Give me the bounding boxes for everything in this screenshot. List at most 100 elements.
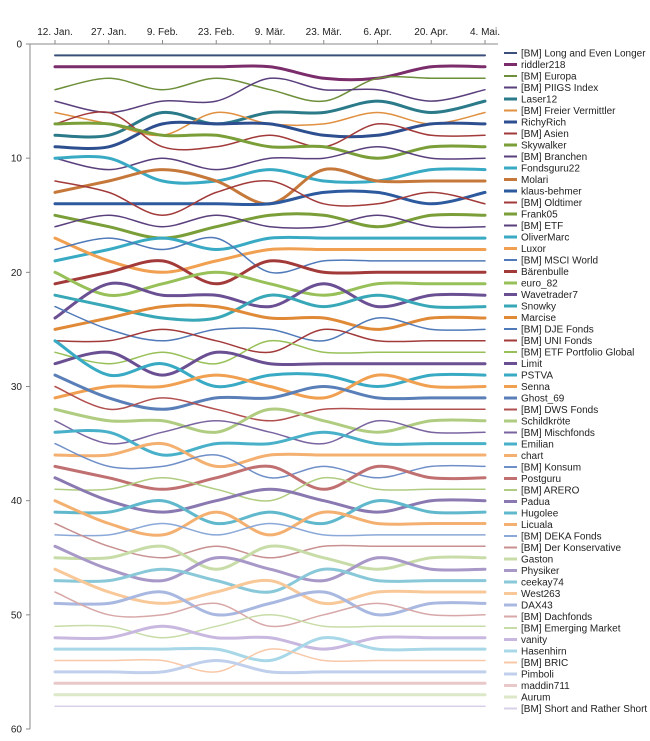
series-line-29	[53, 339, 487, 389]
legend-label: [BM] BRIC	[521, 658, 568, 669]
series-line-46	[53, 544, 487, 583]
series-line-11	[53, 155, 487, 185]
series-line-19	[54, 236, 486, 274]
legend-label: [BM] ARERO	[521, 486, 580, 497]
legend-label: Postguru	[521, 474, 561, 485]
legend-label: Wavetrader7	[521, 290, 578, 301]
series-line-44	[54, 522, 486, 559]
x-tick-label: 9. Feb.	[147, 27, 178, 38]
series-line-14	[54, 179, 486, 217]
y-tick-label: 20	[11, 268, 23, 279]
legend-label: Marcise	[521, 313, 556, 324]
legend-label: [BM] MSCI World	[521, 256, 598, 267]
legend-label: Hugolee	[521, 509, 559, 520]
series-line-48	[53, 567, 487, 606]
legend-label: RichyRich	[521, 118, 566, 129]
legend-label: Hasenhirn	[521, 647, 567, 658]
series-line-15	[53, 212, 487, 240]
series-line-54	[54, 648, 486, 673]
series-line-17	[53, 235, 487, 263]
series-line-5	[53, 99, 487, 139]
y-tick-label: 10	[11, 154, 23, 165]
legend-label: DAX43	[521, 601, 553, 612]
legend-label: OliverMarc	[521, 233, 569, 244]
series-line-7	[53, 120, 487, 150]
legend-label: chart	[521, 451, 543, 462]
legend-label: klaus-behmer	[521, 187, 582, 198]
series-line-21	[53, 270, 487, 297]
series-line-2	[53, 64, 487, 82]
legend-label: [BM] Mischfonds	[521, 428, 595, 439]
series-line-3	[54, 75, 486, 103]
legend-label: Padua	[521, 497, 550, 508]
series-line-4	[54, 77, 486, 114]
series-line-9	[53, 121, 487, 160]
series-line-16	[54, 214, 486, 229]
legend-label: [BM] Asien	[521, 129, 569, 140]
series-line-38	[53, 464, 487, 491]
series-line-52	[53, 624, 487, 651]
legend-label: vanity	[521, 635, 547, 646]
y-tick-label: 50	[11, 610, 23, 621]
series-line-22	[53, 281, 487, 320]
legend-label: Fondsguru22	[521, 164, 580, 175]
legend-label: Schildkröte	[521, 417, 571, 428]
legend-label: [BM] UNI Fonds	[521, 336, 592, 347]
legend-label: Senna	[521, 382, 550, 393]
legend-label: Pimboli	[521, 670, 554, 681]
series-line-18	[53, 236, 487, 274]
legend-label: [BM] PIIGS Index	[521, 83, 598, 94]
x-tick-label: 4. Mai.	[470, 27, 500, 38]
series-line-23	[53, 293, 487, 322]
legend-label: [BM] DJE Fonds	[521, 325, 594, 336]
series-line-8	[54, 111, 486, 151]
plot-lines	[53, 54, 487, 707]
series-line-35	[53, 429, 487, 457]
legend-label: ceekay74	[521, 578, 564, 589]
x-tick-label: 9. Mär.	[255, 27, 286, 38]
legend-label: Limit	[521, 359, 542, 370]
y-tick-label: 30	[11, 382, 23, 393]
legend-label: [BM] DWS Fonds	[521, 405, 598, 416]
legend-label: [BM] ETF	[521, 221, 563, 232]
x-tick-label: 27. Jan.	[91, 27, 127, 38]
series-line-13	[53, 189, 487, 207]
x-tick-label: 6. Apr.	[363, 27, 391, 38]
series-line-30	[53, 373, 487, 400]
legend-label: Skywalker	[521, 141, 567, 152]
x-tick-label: 23. Mär.	[306, 27, 342, 38]
legend-label: Licuala	[521, 520, 553, 531]
series-line-47	[53, 567, 487, 594]
legend-label: Emilian	[521, 440, 554, 451]
series-line-36	[53, 441, 487, 469]
legend-label: [BM] Dachfonds	[521, 612, 592, 623]
series-line-12	[53, 167, 487, 206]
axes: 0 10 20 30 40 50 60 12. Jan. 27. Jan. 9. Feb. 23. …	[11, 27, 500, 736]
legend-label: Gaston	[521, 555, 553, 566]
legend-label: West263	[521, 589, 561, 600]
y-tick-label: 0	[16, 40, 22, 51]
legend-label: Aurum	[521, 693, 550, 704]
legend-label: [BM] Freier Vermittler	[521, 106, 616, 117]
legend-label: Luxor	[521, 244, 547, 255]
legend-label: [BM] Oldtimer	[521, 198, 583, 209]
series-line-43	[54, 522, 486, 537]
series-line-41	[53, 499, 487, 526]
x-tick-label: 20. Apr.	[414, 27, 448, 38]
legend-label: [BM] Konsum	[521, 463, 581, 474]
series-line-34	[54, 419, 486, 445]
series-line-28	[53, 350, 487, 377]
series-line-31	[53, 373, 487, 411]
legend: [BM] Long and Even Longerriddler218[BM] …	[504, 49, 647, 715]
legend-label: [BM] Branchen	[521, 152, 587, 163]
x-tick-label: 12. Jan.	[37, 27, 73, 38]
series-line-24	[53, 303, 487, 331]
series-line-45	[53, 544, 487, 571]
series-line-10	[54, 146, 486, 171]
y-tick-label: 40	[11, 496, 23, 507]
series-line-26	[54, 328, 486, 354]
y-tick-label: 60	[11, 725, 23, 736]
legend-label: Bärenbulle	[521, 267, 569, 278]
series-line-40	[53, 476, 487, 514]
